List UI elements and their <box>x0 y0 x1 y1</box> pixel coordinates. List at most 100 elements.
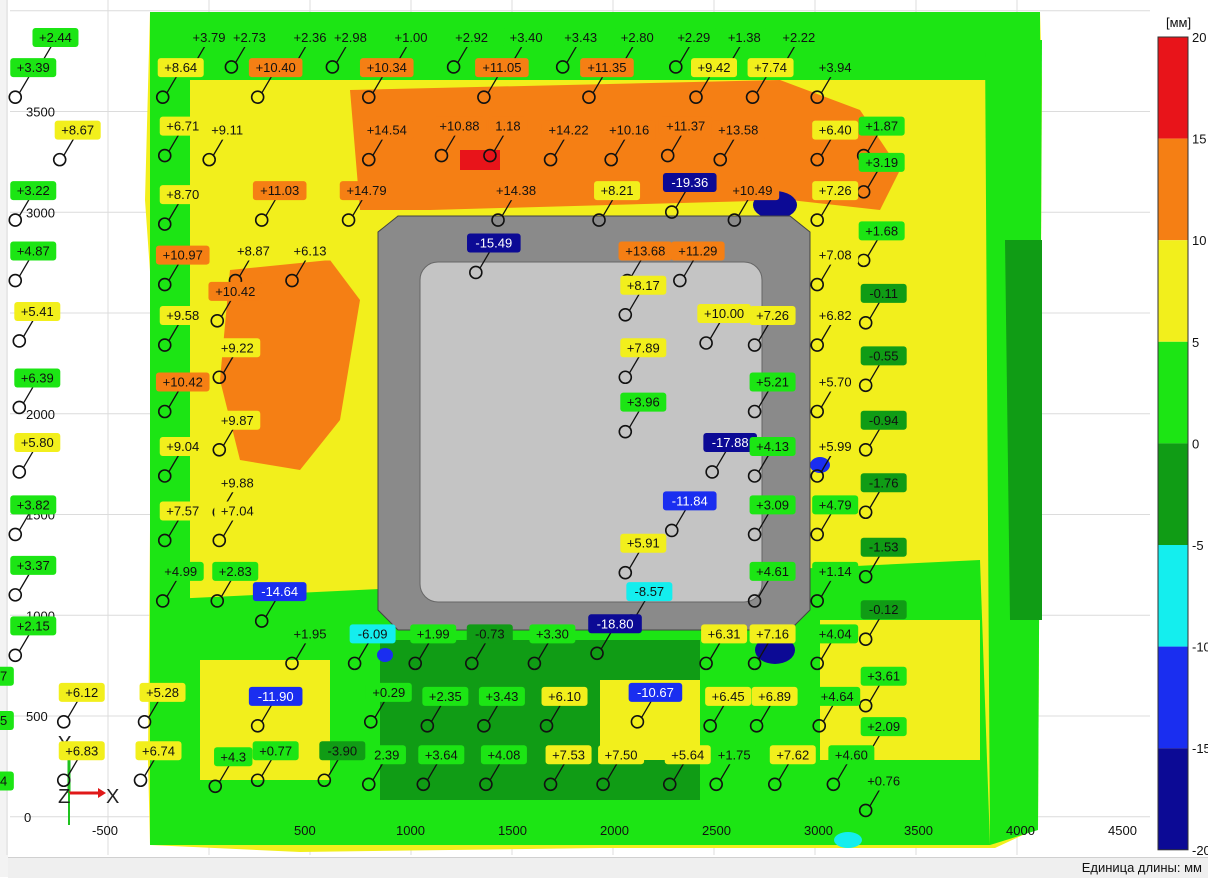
point-marker <box>699 336 713 350</box>
point-label: +1.14 <box>819 564 852 579</box>
point-label: +1.38 <box>728 30 761 45</box>
point-leader <box>487 704 499 723</box>
measurement-point: +9.11 <box>202 120 251 167</box>
measurement-point: +5.70 <box>810 372 859 419</box>
point-leader <box>479 251 491 269</box>
point-marker <box>12 465 27 479</box>
measurement-point: +3.94 <box>810 58 859 104</box>
surface-yellow-br <box>820 620 980 760</box>
point-marker <box>491 213 505 227</box>
point-label-box <box>658 116 713 136</box>
point-label: +9.58 <box>166 308 199 323</box>
measurement-point: +2.73 <box>224 27 273 74</box>
point-label-box <box>711 745 758 765</box>
point-leader <box>351 198 364 217</box>
point-leader <box>869 684 881 703</box>
point-leader <box>358 642 370 660</box>
measurement-point: +6.71 <box>157 116 206 163</box>
measurement-point: -19.36 <box>662 173 717 219</box>
point-leader <box>222 428 234 447</box>
colorbar-segment <box>1158 37 1188 139</box>
point-label: +10.97 <box>163 248 203 263</box>
point-leader <box>67 758 79 777</box>
x-tick-label: 2000 <box>600 823 629 838</box>
point-label: -11.90 <box>258 689 294 704</box>
point-marker <box>673 273 687 288</box>
point-label: +10.34 <box>367 60 407 75</box>
point-label-box <box>701 624 748 644</box>
point-leader <box>699 75 711 94</box>
measurement-point: +3.19 <box>856 152 905 199</box>
point-marker <box>858 505 873 520</box>
point-leader <box>63 138 75 156</box>
point-marker <box>416 777 431 792</box>
point-label-box <box>860 666 907 686</box>
point-label: +9.11 <box>211 123 243 138</box>
point-leader <box>758 390 770 408</box>
point-marker <box>618 565 633 580</box>
point-label-box <box>628 682 683 702</box>
point-label: +7.74 <box>754 60 787 75</box>
point-label: -8.57 <box>635 584 665 599</box>
point-leader <box>553 138 566 156</box>
point-marker <box>858 698 873 713</box>
measurement-point: +7.04 <box>212 501 261 548</box>
point-leader <box>723 138 735 156</box>
point-marker <box>527 656 542 671</box>
point-marker <box>133 773 148 788</box>
point-label: +5.64 <box>671 747 704 762</box>
point-label: +3.64 <box>425 747 458 762</box>
point-leader <box>430 704 442 723</box>
point-label-box <box>620 338 667 358</box>
point-label: -0.11 <box>869 286 898 301</box>
point-label-box <box>252 741 299 761</box>
point-label: +9.88 <box>221 475 254 490</box>
point-label: +10.49 <box>732 183 772 198</box>
point-marker <box>810 527 825 542</box>
point-label-box <box>230 241 277 261</box>
point-leader <box>18 75 30 94</box>
point-leader <box>168 323 180 342</box>
measurement-point: +1.14 <box>810 561 859 608</box>
colorbar-tick-label: 10 <box>1192 233 1206 248</box>
point-marker <box>446 60 461 74</box>
measurement-point: +2.98 <box>325 27 374 74</box>
point-label: +3.39 <box>17 60 50 75</box>
measurement-point: +5.21 <box>747 372 796 419</box>
point-label: +3.37 <box>17 558 50 573</box>
point-label-box <box>10 495 57 515</box>
measurement-point: +3.30 <box>527 624 576 671</box>
colorbar-tick-label: -20 <box>1192 843 1208 858</box>
point-leader <box>222 355 234 374</box>
point-label: +7.50 <box>605 747 638 762</box>
measurement-point: +1.75 <box>709 745 758 792</box>
point-label: +2.35 <box>429 689 462 704</box>
point-label-box <box>365 682 412 702</box>
point-leader <box>602 198 614 217</box>
point-label-box <box>545 745 592 765</box>
measurement-point: +9.22 <box>212 338 261 385</box>
point-leader <box>67 700 79 719</box>
y-tick-label: 0 <box>24 810 31 825</box>
point-label-box <box>670 27 717 47</box>
point-label: +8.21 <box>601 183 634 198</box>
point-marker <box>812 719 827 733</box>
measurement-point: -11.84 <box>662 491 717 538</box>
point-leader <box>261 758 273 777</box>
point-leader <box>600 631 612 650</box>
point-leader <box>820 513 832 531</box>
point-label: +4.04 <box>819 626 852 641</box>
point-label-box <box>749 624 796 644</box>
point-label-box <box>858 116 905 136</box>
point-label: +6.13 <box>294 244 327 259</box>
point-label: +1.00 <box>395 30 428 45</box>
colorbar-border <box>1157 36 1189 851</box>
point-leader <box>628 293 640 312</box>
point-label-box <box>475 58 529 78</box>
point-label: +11.37 <box>666 119 705 134</box>
point-leader <box>822 704 834 723</box>
measurement-point: +1.95 <box>285 624 333 671</box>
point-marker <box>157 217 172 231</box>
point-label-box <box>703 432 757 452</box>
measurement-point: +2.83 <box>210 561 259 608</box>
